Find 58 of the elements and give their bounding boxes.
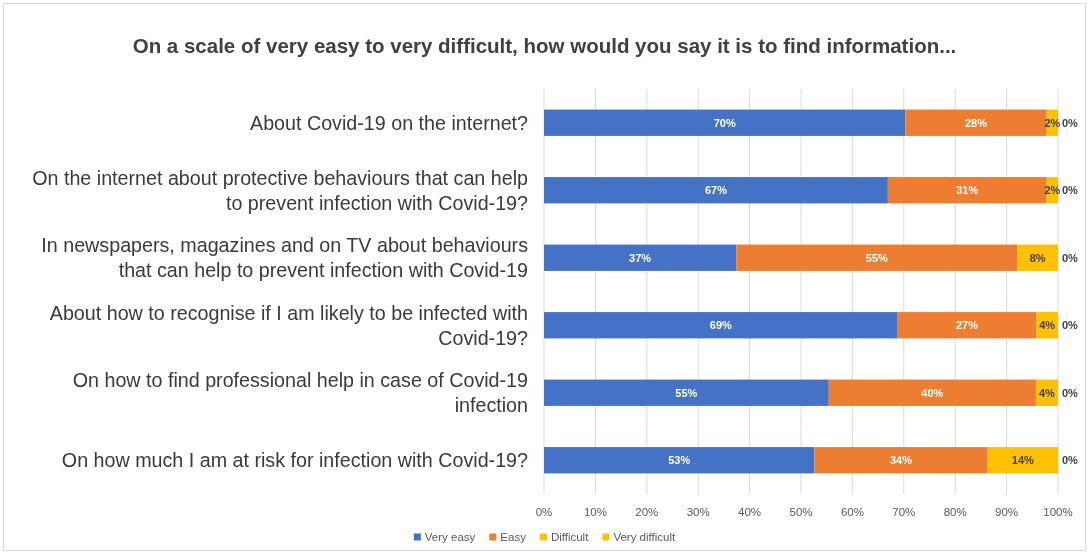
chart-title: On a scale of very easy to very difficult, how would you say it is to find information... — [132, 34, 957, 58]
legend-label: Easy — [500, 531, 527, 544]
data-label: 0% — [1062, 184, 1079, 197]
x-tick-label: 100% — [1043, 506, 1073, 519]
data-label: 53% — [668, 454, 691, 467]
bar — [987, 447, 1058, 474]
bar — [828, 379, 1036, 406]
y-tick-label: In newspapers, magazines and on TV about behaviours that can help to prevent infection with Covid-19 — [41, 234, 529, 282]
data-label: 0% — [1062, 386, 1079, 399]
x-tick-label: 30% — [686, 506, 710, 519]
y-tick-label: About Covid-19 on the internet? — [250, 111, 529, 134]
bar — [544, 447, 815, 474]
data-label: 0% — [1062, 454, 1079, 467]
y-tick-label: On how much I am at risk for infection with Covid-19? — [61, 449, 529, 472]
x-tick-label: 60% — [840, 506, 864, 519]
bar — [544, 177, 888, 204]
legend-label: Difficult — [550, 531, 590, 544]
x-tick-label: 50% — [789, 506, 813, 519]
bar — [897, 312, 1037, 339]
data-label: 31% — [956, 184, 979, 197]
legend-label: Very easy — [424, 531, 476, 544]
y-tick-label: On how to find professional help in case of Covid-19 infection — [72, 369, 529, 417]
x-tick-label: 90% — [995, 506, 1019, 519]
x-tick-label: 40% — [738, 506, 762, 519]
data-label: 40% — [921, 386, 944, 399]
data-label: 0% — [1062, 116, 1079, 129]
data-label: 37% — [629, 251, 652, 264]
data-label: 28% — [965, 116, 988, 129]
bar — [1017, 244, 1058, 271]
data-label: 34% — [889, 454, 913, 467]
y-tick-label: About how to recognise if I am likely to be infected with Covid-19? — [49, 301, 529, 349]
x-tick-label: 20% — [635, 506, 659, 519]
data-label: 4% — [1039, 386, 1056, 399]
bar — [736, 244, 1018, 271]
data-label: 0% — [1062, 319, 1079, 332]
data-label: 70% — [713, 116, 736, 129]
bar — [905, 109, 1047, 136]
legend-label: Very difficult — [613, 531, 676, 544]
x-tick-label: 10% — [583, 506, 607, 519]
data-label: 8% — [1029, 251, 1046, 264]
bar — [544, 109, 906, 136]
bar — [544, 379, 829, 406]
data-label: 69% — [709, 319, 733, 332]
x-tick-label: 70% — [892, 506, 916, 519]
bar — [544, 312, 898, 339]
bar — [887, 177, 1047, 204]
bar — [814, 447, 988, 474]
bar — [544, 244, 737, 271]
data-label: 0% — [1062, 251, 1079, 264]
x-tick-label: 0% — [535, 506, 553, 519]
data-label: 14% — [1011, 454, 1035, 467]
x-tick-label: 80% — [943, 506, 967, 519]
data-label: 55% — [675, 386, 698, 399]
data-label: 4% — [1039, 319, 1056, 332]
data-label: 55% — [865, 251, 889, 264]
data-label: 67% — [704, 184, 728, 197]
data-label: 27% — [956, 319, 979, 332]
y-tick-label: On the internet about protective behaviours that can help to prevent infection with Covid-19? — [32, 166, 529, 214]
